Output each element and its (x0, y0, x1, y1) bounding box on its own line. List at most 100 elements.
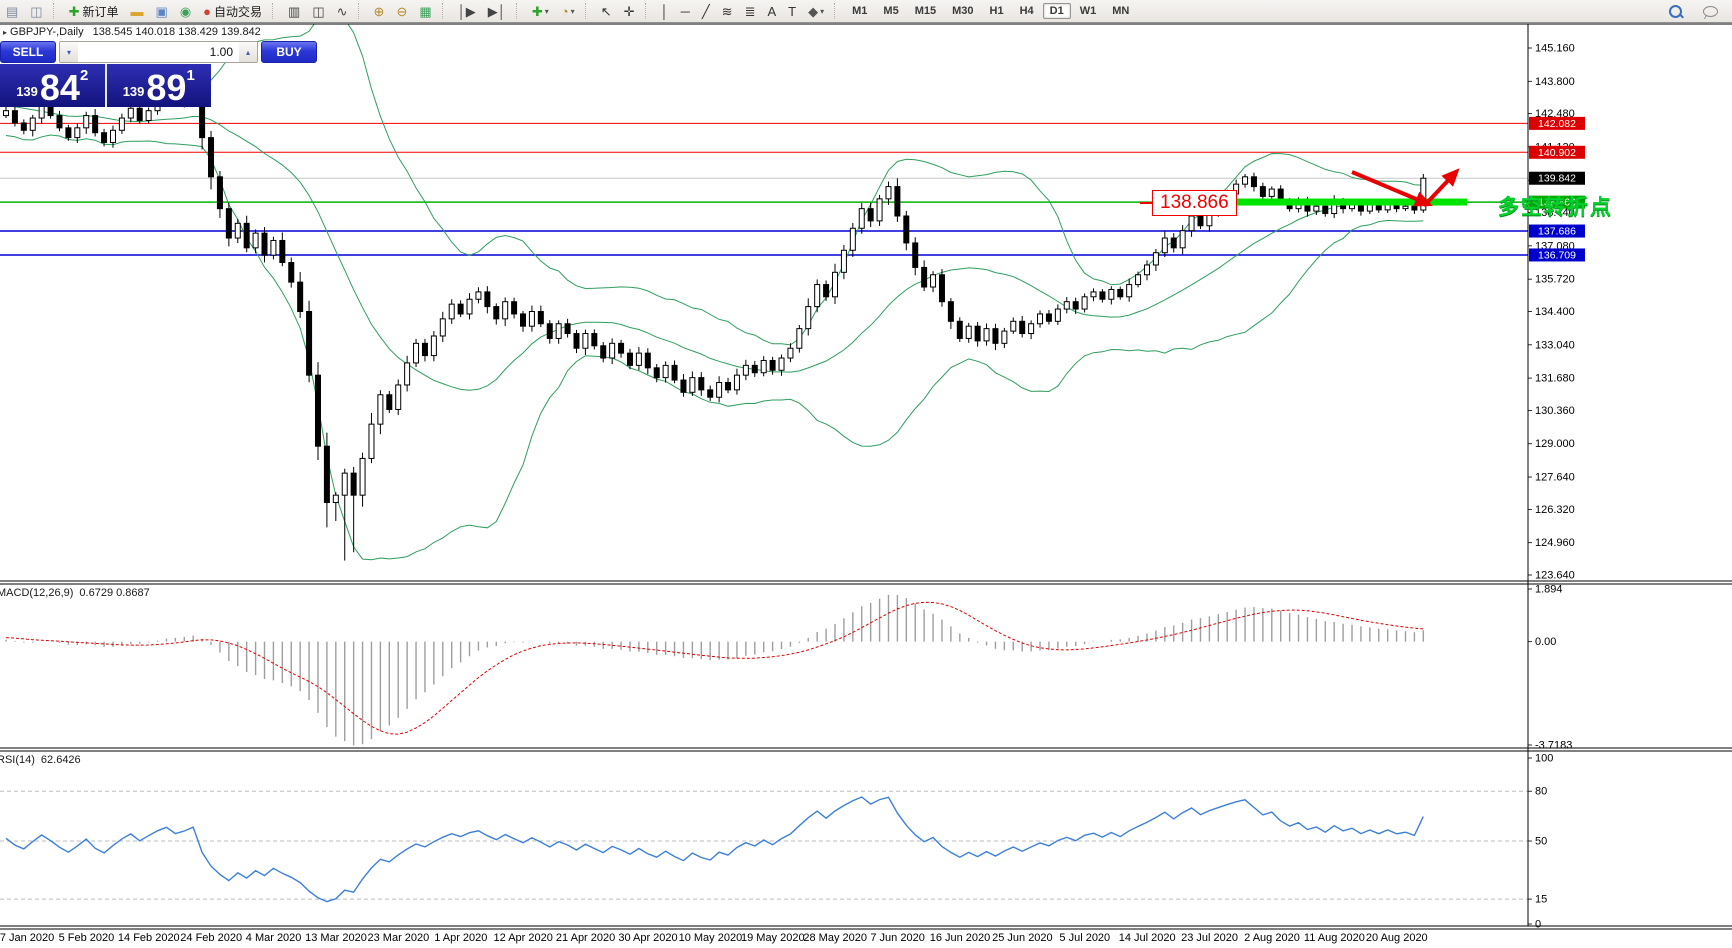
svg-text:27 Jan 2020: 27 Jan 2020 (0, 932, 54, 944)
vertical-line-icon-glyph: │ (660, 3, 669, 19)
volume-input[interactable] (78, 42, 239, 62)
vertical-line-icon[interactable]: │ (656, 1, 674, 21)
zoom-in-icon-glyph: ⊕ (373, 3, 385, 19)
svg-text:130.360: 130.360 (1535, 405, 1575, 417)
svg-text:100: 100 (1535, 753, 1553, 765)
timeframe-h4[interactable]: H4 (1013, 3, 1041, 19)
svg-text:0: 0 (1535, 919, 1541, 931)
candles-layer (3, 78, 1427, 561)
svg-text:16 Jun 2020: 16 Jun 2020 (930, 932, 991, 944)
signals-icon[interactable]: ◉ (175, 1, 196, 21)
volume-stepper: ▾ ▴ (59, 41, 258, 63)
svg-text:145.160: 145.160 (1535, 43, 1575, 55)
history-center-icon-glyph: ▬ (130, 3, 144, 19)
text-icon[interactable]: A (762, 1, 781, 21)
text-label-icon-glyph: T (788, 3, 797, 19)
horizontal-line-icon[interactable]: ─ (676, 1, 695, 21)
market-watch-icon[interactable]: ◫ (25, 1, 47, 21)
timeframe-h1[interactable]: H1 (983, 3, 1011, 19)
shapes-icon[interactable]: ◆ ▾ (803, 1, 829, 21)
bubble-glyph (1703, 5, 1718, 17)
sell-button[interactable]: SELL (0, 41, 56, 63)
periods-icon[interactable]: ◔ ▾ (556, 1, 580, 21)
svg-text:7 Jun 2020: 7 Jun 2020 (870, 932, 924, 944)
sell-price-display[interactable]: 139 84 2 (0, 64, 105, 107)
svg-text:136.709: 136.709 (1538, 249, 1576, 261)
channel-icon[interactable]: ≋ (717, 1, 738, 21)
timeframe-mn[interactable]: MN (1105, 3, 1136, 19)
zoom-out-icon[interactable]: ⊖ (391, 1, 412, 21)
svg-text:30 Apr 2020: 30 Apr 2020 (618, 932, 677, 944)
toolbar-separator (834, 3, 841, 19)
timeframe-d1[interactable]: D1 (1042, 3, 1071, 19)
periods-icon-glyph: ◔ (560, 3, 569, 19)
zoom-out-icon-glyph: ⊖ (396, 3, 408, 19)
svg-text:1 Apr 2020: 1 Apr 2020 (434, 932, 487, 944)
volume-increase-button[interactable]: ▴ (239, 42, 257, 62)
trendline-icon[interactable]: ╱ (697, 1, 715, 21)
tile-windows-icon[interactable]: ▦ (414, 1, 436, 21)
buy-price-display[interactable]: 139 89 1 (107, 64, 212, 107)
timeframe-m15[interactable]: M15 (908, 3, 943, 19)
autotrading-icon-label: 自动交易 (214, 4, 263, 19)
svg-text:13 Mar 2020: 13 Mar 2020 (305, 932, 367, 944)
svg-text:23 Jul 2020: 23 Jul 2020 (1181, 932, 1238, 944)
cursor-icon[interactable]: ↖ (596, 1, 617, 21)
history-center-icon[interactable]: ▬ (126, 1, 149, 21)
svg-text:24 Feb 2020: 24 Feb 2020 (180, 932, 242, 944)
search-icon[interactable] (1664, 1, 1687, 21)
svg-text:23 Mar 2020: 23 Mar 2020 (368, 932, 430, 944)
magnifier-glyph (1669, 4, 1682, 18)
volume-decrease-button[interactable]: ▾ (60, 42, 78, 62)
chart-shift-icon-glyph: │▶ (457, 3, 476, 19)
rsi-label: RSI(14) 62.6426 (0, 754, 81, 766)
svg-text:139.842: 139.842 (1538, 173, 1576, 185)
indicators-icon[interactable]: ✚ ▾ (527, 1, 554, 21)
buy-price-big: 89 (146, 67, 187, 109)
toolbar: ▤ ◫ ✚ 新订单 ▬ ▣ ◉ ● 自动交易 ▥ ◫ ∿ ⊕ ⊖ ▦ │▶ ▶│ ✚ ▾ ◔ ▾ ↖ ✛ │ ─ ╱ ≋ ≣ A T ◆ ▾ … (0, 0, 1732, 23)
candlestick-chart-icon-glyph: ◫ (312, 3, 325, 19)
timeframe-m30[interactable]: M30 (945, 3, 980, 19)
timeframe-m1[interactable]: M1 (845, 3, 874, 19)
macd-pane: 1.894 0.00 -3.7183 (5, 584, 1572, 752)
cursor-icon-glyph: ↖ (600, 3, 612, 19)
macd-label: MACD(12,26,9) 0.6729 0.8687 (0, 587, 150, 599)
toolbar-separator (644, 3, 652, 19)
indicators-icon-glyph: ✚ (531, 3, 543, 19)
price-badges: 142.082 140.902 139.842 138.866 137.686 136.7… (1529, 116, 1585, 262)
candlestick-chart-icon[interactable]: ◫ (307, 1, 329, 21)
chart-shift-icon[interactable]: │▶ (453, 1, 481, 21)
line-chart-icon[interactable]: ∿ (332, 1, 353, 21)
svg-text:-3.7183: -3.7183 (1535, 740, 1572, 752)
rsi-value: 62.6426 (40, 754, 81, 766)
chart-canvas[interactable]: 145.160143.800142.480141.120139.760138.4… (0, 22, 1732, 948)
zoom-in-icon[interactable]: ⊕ (369, 1, 390, 21)
buy-button[interactable]: BUY (261, 41, 317, 63)
svg-text:126.320: 126.320 (1535, 504, 1575, 516)
new-order-icon[interactable]: ✚ 新订单 (64, 1, 124, 21)
sell-price-pip: 2 (79, 67, 89, 84)
terminal-icon[interactable]: ▣ (151, 1, 173, 21)
dropdown-caret-icon: ▾ (570, 6, 575, 16)
fibonacci-icon[interactable]: ≣ (740, 1, 761, 21)
text-label-icon[interactable]: T (783, 1, 801, 21)
crosshair-icon[interactable]: ✛ (619, 1, 640, 21)
toolbar-separator (515, 3, 523, 19)
svg-text:4 Mar 2020: 4 Mar 2020 (246, 932, 302, 944)
svg-text:138.440: 138.440 (1535, 207, 1575, 219)
bar-chart-icon[interactable]: ▥ (283, 1, 305, 21)
line-chart-icon-glyph: ∿ (336, 3, 348, 19)
text-icon-glyph: A (767, 3, 777, 19)
turning-point-annotation: 多空转折点 (1498, 196, 1613, 219)
auto-scroll-icon[interactable]: ▶│ (483, 1, 511, 21)
svg-text:19 May 2020: 19 May 2020 (741, 932, 805, 944)
svg-text:12 Apr 2020: 12 Apr 2020 (494, 932, 553, 944)
chart-window-icon[interactable]: ▤ (1, 1, 23, 21)
autotrading-icon[interactable]: ● 自动交易 (198, 1, 267, 21)
rsi-name: RSI(14) (0, 754, 35, 766)
timeframe-m5[interactable]: M5 (876, 3, 905, 19)
timeframe-w1[interactable]: W1 (1073, 3, 1104, 19)
chat-icon[interactable] (1698, 1, 1723, 21)
svg-text:123.640: 123.640 (1535, 570, 1575, 582)
